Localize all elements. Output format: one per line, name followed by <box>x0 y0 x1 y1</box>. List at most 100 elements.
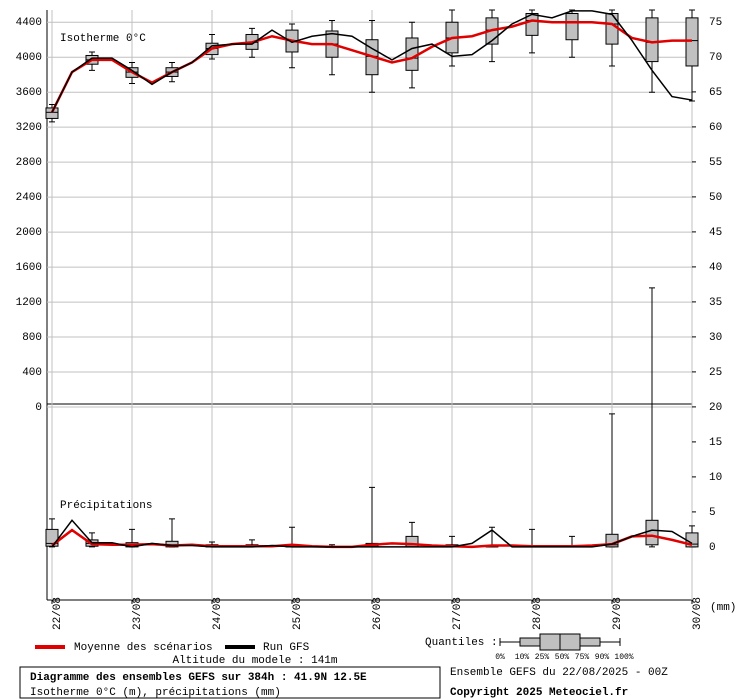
y2-tick-label: 15 <box>709 437 722 449</box>
x-tick-label: 23/08 <box>132 597 144 630</box>
whisker-high <box>409 21 415 38</box>
whisker-high <box>249 27 255 35</box>
whisker-low <box>129 77 135 84</box>
whisker-high <box>209 33 215 44</box>
whisker-high <box>529 528 535 547</box>
chart-subtitle: Isotherme 0°C (m), précipitations (mm) <box>30 687 281 699</box>
whisker-high <box>609 9 615 14</box>
whisker-low <box>569 39 575 58</box>
y-tick-label: 0 <box>35 402 42 414</box>
box <box>685 17 699 67</box>
quantile-label: 75% <box>575 653 590 662</box>
whisker-low <box>289 51 295 69</box>
altitude: Altitude du modele : 141m <box>172 655 337 667</box>
y2-tick-label: 40 <box>709 262 722 274</box>
chart-title: Diagramme des ensembles GEFS sur 384h : … <box>30 672 367 684</box>
y2-tick-label: 65 <box>709 87 722 99</box>
y2-tick-label: 5 <box>709 507 716 519</box>
box <box>565 12 579 41</box>
y-tick-label: 400 <box>22 367 42 379</box>
series-line <box>51 519 693 548</box>
whisker-low <box>529 35 535 54</box>
quantile-diagram <box>499 633 621 651</box>
whisker-high <box>569 535 575 546</box>
panel-label: Précipitations <box>60 500 152 512</box>
box <box>605 12 619 45</box>
whisker-high <box>289 526 295 545</box>
whisker-high <box>689 525 695 533</box>
series-line <box>51 10 693 113</box>
quantile-label: 10% <box>515 653 530 662</box>
y2-tick-label: 60 <box>709 122 722 134</box>
x-tick-label: 27/08 <box>452 597 464 630</box>
box <box>525 12 539 36</box>
quantiles-title: Quantiles : <box>425 637 498 649</box>
whisker-low <box>409 70 415 89</box>
y-tick-label: 4400 <box>16 17 42 29</box>
y-tick-label: 3200 <box>16 122 42 134</box>
box <box>405 37 419 71</box>
quantile-label: 50% <box>555 653 570 662</box>
y-tick-label: 1200 <box>16 297 42 309</box>
y2-tick-label: 35 <box>709 297 722 309</box>
whisker-high <box>89 51 95 56</box>
whisker-high <box>129 61 135 68</box>
y-tick-label: 3600 <box>16 87 42 99</box>
whisker-high <box>609 413 615 535</box>
whisker-high <box>329 19 335 31</box>
whisker-high <box>369 19 375 40</box>
y-tick-label: 800 <box>22 332 42 344</box>
whisker-low <box>169 76 175 83</box>
x-tick-label: 29/08 <box>612 597 624 630</box>
run-info: Ensemble GEFS du 22/08/2025 - 00Z <box>450 667 668 679</box>
legend-label: Run GFS <box>263 642 310 654</box>
y2-tick-label: 45 <box>709 227 722 239</box>
whisker-high <box>449 535 455 545</box>
whisker-high <box>129 528 135 543</box>
quantile-label: 0% <box>495 653 505 662</box>
y2-tick-label: 50 <box>709 192 722 204</box>
x-tick-label: 28/08 <box>532 597 544 630</box>
quantile-label: 25% <box>535 653 550 662</box>
copyright: Copyright 2025 Meteociel.fr <box>450 687 628 699</box>
legend-label: Moyenne des scénarios <box>74 642 213 654</box>
whisker-high <box>689 9 695 18</box>
whisker-low <box>689 65 695 102</box>
box <box>645 17 659 63</box>
whisker-high <box>649 9 655 18</box>
x-tick-label: 30/08 <box>692 597 704 630</box>
whisker-low <box>329 57 335 76</box>
whisker-high <box>409 521 415 537</box>
x-tick-label: 26/08 <box>372 597 384 630</box>
quantile-label: 100% <box>614 653 633 662</box>
y2-tick-label: 20 <box>709 402 722 414</box>
y2-tick-label: 30 <box>709 332 722 344</box>
x-tick-label: 22/08 <box>52 597 64 630</box>
whisker-low <box>89 64 95 71</box>
y2-tick-label: 75 <box>709 17 722 29</box>
panel-label: Isotherme 0°C <box>60 33 146 45</box>
whisker-low <box>209 54 215 60</box>
whisker-high <box>369 486 375 544</box>
whisker-high <box>169 518 175 542</box>
whisker-low <box>649 61 655 93</box>
y-tick-label: 2400 <box>16 192 42 204</box>
y2-tick-label: 10 <box>709 472 722 484</box>
whisker-high <box>89 532 95 540</box>
whisker-high <box>489 9 495 18</box>
box <box>645 519 659 546</box>
whisker-low <box>489 44 495 63</box>
whisker-high <box>49 103 55 108</box>
y2-unit: (mm) <box>710 602 736 614</box>
y2-tick-label: 55 <box>709 157 722 169</box>
whisker-low <box>249 49 255 58</box>
y2-tick-label: 0 <box>709 542 716 554</box>
x-tick-label: 24/08 <box>212 597 224 630</box>
y-tick-label: 2800 <box>16 157 42 169</box>
y2-tick-label: 25 <box>709 367 722 379</box>
x-tick-label: 25/08 <box>292 597 304 630</box>
y-tick-label: 2000 <box>16 227 42 239</box>
whisker-low <box>369 74 375 93</box>
whisker-high <box>289 23 295 31</box>
